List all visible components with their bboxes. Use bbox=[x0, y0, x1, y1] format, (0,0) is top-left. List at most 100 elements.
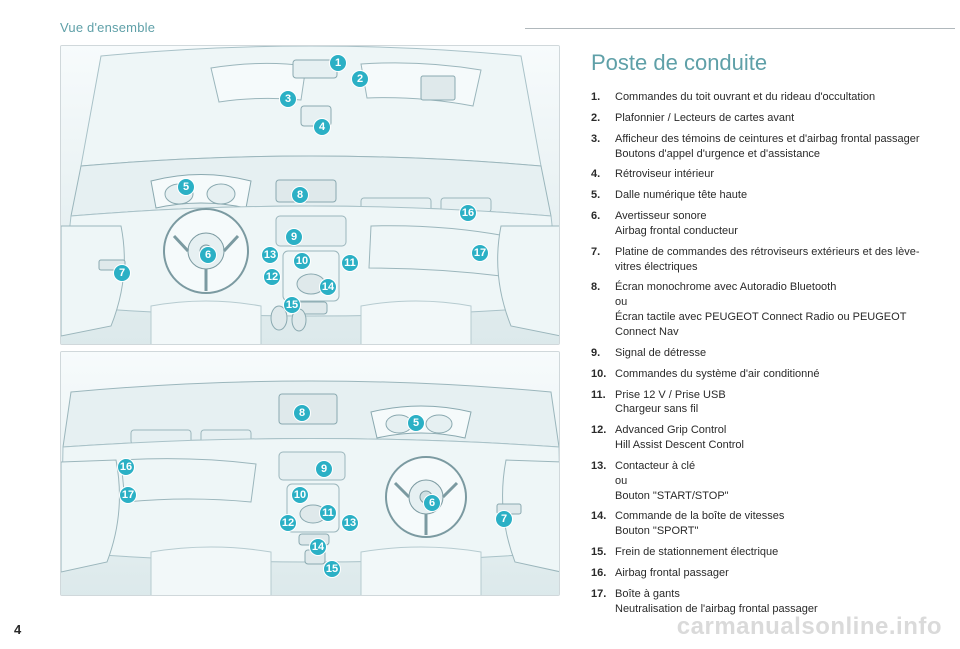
legend-item: 13.Contacteur à cléouBouton "START/STOP" bbox=[591, 459, 930, 504]
legend-item-label: Plafonnier / Lecteurs de cartes avant bbox=[615, 111, 930, 126]
legend-item-number: 15. bbox=[591, 545, 615, 560]
dashboard-diagram-rhd: 851691710116121371415 bbox=[60, 351, 560, 596]
legend-item-body: Advanced Grip ControlHill Assist Descent… bbox=[615, 423, 930, 453]
legend-item: 16.Airbag frontal passager bbox=[591, 566, 930, 581]
callout-9: 9 bbox=[285, 228, 303, 246]
callout-17: 17 bbox=[119, 486, 137, 504]
legend-item-number: 4. bbox=[591, 167, 615, 182]
legend-item-number: 3. bbox=[591, 132, 615, 162]
legend-item-body: Commandes du toit ouvrant et du rideau d… bbox=[615, 90, 930, 105]
legend-item-label: Signal de détresse bbox=[615, 346, 930, 361]
legend-item-number: 1. bbox=[591, 90, 615, 105]
legend-item: 5.Dalle numérique tête haute bbox=[591, 188, 930, 203]
legend-item: 10.Commandes du système d'air conditionn… bbox=[591, 367, 930, 382]
legend-item-number: 11. bbox=[591, 388, 615, 418]
dashboard-illustration-top bbox=[61, 46, 560, 345]
callout-15: 15 bbox=[323, 560, 341, 578]
legend-item-label: Rétroviseur intérieur bbox=[615, 167, 930, 182]
legend-item-label: Commande de la boîte de vitesses bbox=[615, 509, 930, 524]
legend-item-number: 9. bbox=[591, 346, 615, 361]
legend-item: 6.Avertisseur sonoreAirbag frontal condu… bbox=[591, 209, 930, 239]
callout-1: 1 bbox=[329, 54, 347, 72]
legend-item-body: Afficheur des témoins de ceintures et d'… bbox=[615, 132, 930, 162]
page-title: Poste de conduite bbox=[591, 50, 930, 76]
callout-11: 11 bbox=[319, 504, 337, 522]
callout-15: 15 bbox=[283, 296, 301, 314]
legend-item-subline: Bouton "SPORT" bbox=[615, 524, 930, 539]
legend-item-body: Airbag frontal passager bbox=[615, 566, 930, 581]
legend-item-label: Airbag frontal passager bbox=[615, 566, 930, 581]
legend-item-number: 16. bbox=[591, 566, 615, 581]
callout-12: 12 bbox=[263, 268, 281, 286]
legend-item-label: Platine de commandes des rétroviseurs ex… bbox=[615, 245, 930, 275]
legend-item-body: Prise 12 V / Prise USBChargeur sans fil bbox=[615, 388, 930, 418]
legend-item-number: 14. bbox=[591, 509, 615, 539]
callout-14: 14 bbox=[309, 538, 327, 556]
legend-item-label: Écran monochrome avec Autoradio Bluetoot… bbox=[615, 280, 930, 295]
watermark: carmanualsonline.info bbox=[677, 613, 942, 641]
legend-item: 7.Platine de commandes des rétroviseurs … bbox=[591, 245, 930, 275]
legend-item-number: 10. bbox=[591, 367, 615, 382]
legend-item: 2.Plafonnier / Lecteurs de cartes avant bbox=[591, 111, 930, 126]
callout-5: 5 bbox=[407, 414, 425, 432]
legend-item-label: Dalle numérique tête haute bbox=[615, 188, 930, 203]
legend-item-body: Commande de la boîte de vitessesBouton "… bbox=[615, 509, 930, 539]
legend-item-label: Contacteur à clé bbox=[615, 459, 930, 474]
callout-13: 13 bbox=[341, 514, 359, 532]
legend-item-subline: Bouton "START/STOP" bbox=[615, 489, 930, 504]
dashboard-diagram-lhd: 1234581669131011171214715 bbox=[60, 45, 560, 345]
callout-7: 7 bbox=[495, 510, 513, 528]
legend-item-number: 13. bbox=[591, 459, 615, 504]
legend-item-body: Signal de détresse bbox=[615, 346, 930, 361]
legend-item: 1.Commandes du toit ouvrant et du rideau… bbox=[591, 90, 930, 105]
callout-4: 4 bbox=[313, 118, 331, 136]
legend-item-body: Frein de stationnement électrique bbox=[615, 545, 930, 560]
callout-3: 3 bbox=[279, 90, 297, 108]
legend-item: 4.Rétroviseur intérieur bbox=[591, 167, 930, 182]
callout-9: 9 bbox=[315, 460, 333, 478]
legend-list: 1.Commandes du toit ouvrant et du rideau… bbox=[591, 90, 930, 616]
legend-item-body: Dalle numérique tête haute bbox=[615, 188, 930, 203]
dashboard-illustration-bottom bbox=[61, 352, 560, 596]
legend-item: 9.Signal de détresse bbox=[591, 346, 930, 361]
legend-column: Poste de conduite 1.Commandes du toit ou… bbox=[565, 20, 930, 629]
callout-10: 10 bbox=[291, 486, 309, 504]
legend-item-body: Plafonnier / Lecteurs de cartes avant bbox=[615, 111, 930, 126]
legend-item-number: 5. bbox=[591, 188, 615, 203]
section-header: Vue d'ensemble bbox=[25, 20, 565, 35]
callout-14: 14 bbox=[319, 278, 337, 296]
legend-item-label: Commandes du système d'air conditionné bbox=[615, 367, 930, 382]
legend-item: 15.Frein de stationnement électrique bbox=[591, 545, 930, 560]
legend-item-label: Afficheur des témoins de ceintures et d'… bbox=[615, 132, 930, 147]
legend-item-number: 2. bbox=[591, 111, 615, 126]
legend-item-body: Rétroviseur intérieur bbox=[615, 167, 930, 182]
legend-item-label: Prise 12 V / Prise USB bbox=[615, 388, 930, 403]
legend-item-label: Frein de stationnement électrique bbox=[615, 545, 930, 560]
callout-17: 17 bbox=[471, 244, 489, 262]
legend-item-number: 17. bbox=[591, 587, 615, 617]
legend-item-body: Contacteur à cléouBouton "START/STOP" bbox=[615, 459, 930, 504]
legend-item-body: Écran monochrome avec Autoradio Bluetoot… bbox=[615, 280, 930, 339]
legend-item-number: 7. bbox=[591, 245, 615, 275]
callout-8: 8 bbox=[291, 186, 309, 204]
page-number: 4 bbox=[14, 622, 21, 637]
legend-item-number: 8. bbox=[591, 280, 615, 339]
legend-item-number: 12. bbox=[591, 423, 615, 453]
legend-item-body: Avertisseur sonoreAirbag frontal conduct… bbox=[615, 209, 930, 239]
legend-item-subline: Hill Assist Descent Control bbox=[615, 438, 930, 453]
callout-6: 6 bbox=[423, 494, 441, 512]
callout-12: 12 bbox=[279, 514, 297, 532]
callout-11: 11 bbox=[341, 254, 359, 272]
legend-item: 11.Prise 12 V / Prise USBChargeur sans f… bbox=[591, 388, 930, 418]
callout-5: 5 bbox=[177, 178, 195, 196]
legend-item: 3.Afficheur des témoins de ceintures et … bbox=[591, 132, 930, 162]
callout-16: 16 bbox=[459, 204, 477, 222]
legend-item: 14.Commande de la boîte de vitessesBouto… bbox=[591, 509, 930, 539]
legend-item-subline: Airbag frontal conducteur bbox=[615, 224, 930, 239]
legend-item: 8.Écran monochrome avec Autoradio Blueto… bbox=[591, 280, 930, 339]
callout-2: 2 bbox=[351, 70, 369, 88]
legend-item-subline: ou bbox=[615, 474, 930, 489]
callout-16: 16 bbox=[117, 458, 135, 476]
legend-item-subline: Chargeur sans fil bbox=[615, 402, 930, 417]
legend-item-label: Advanced Grip Control bbox=[615, 423, 930, 438]
